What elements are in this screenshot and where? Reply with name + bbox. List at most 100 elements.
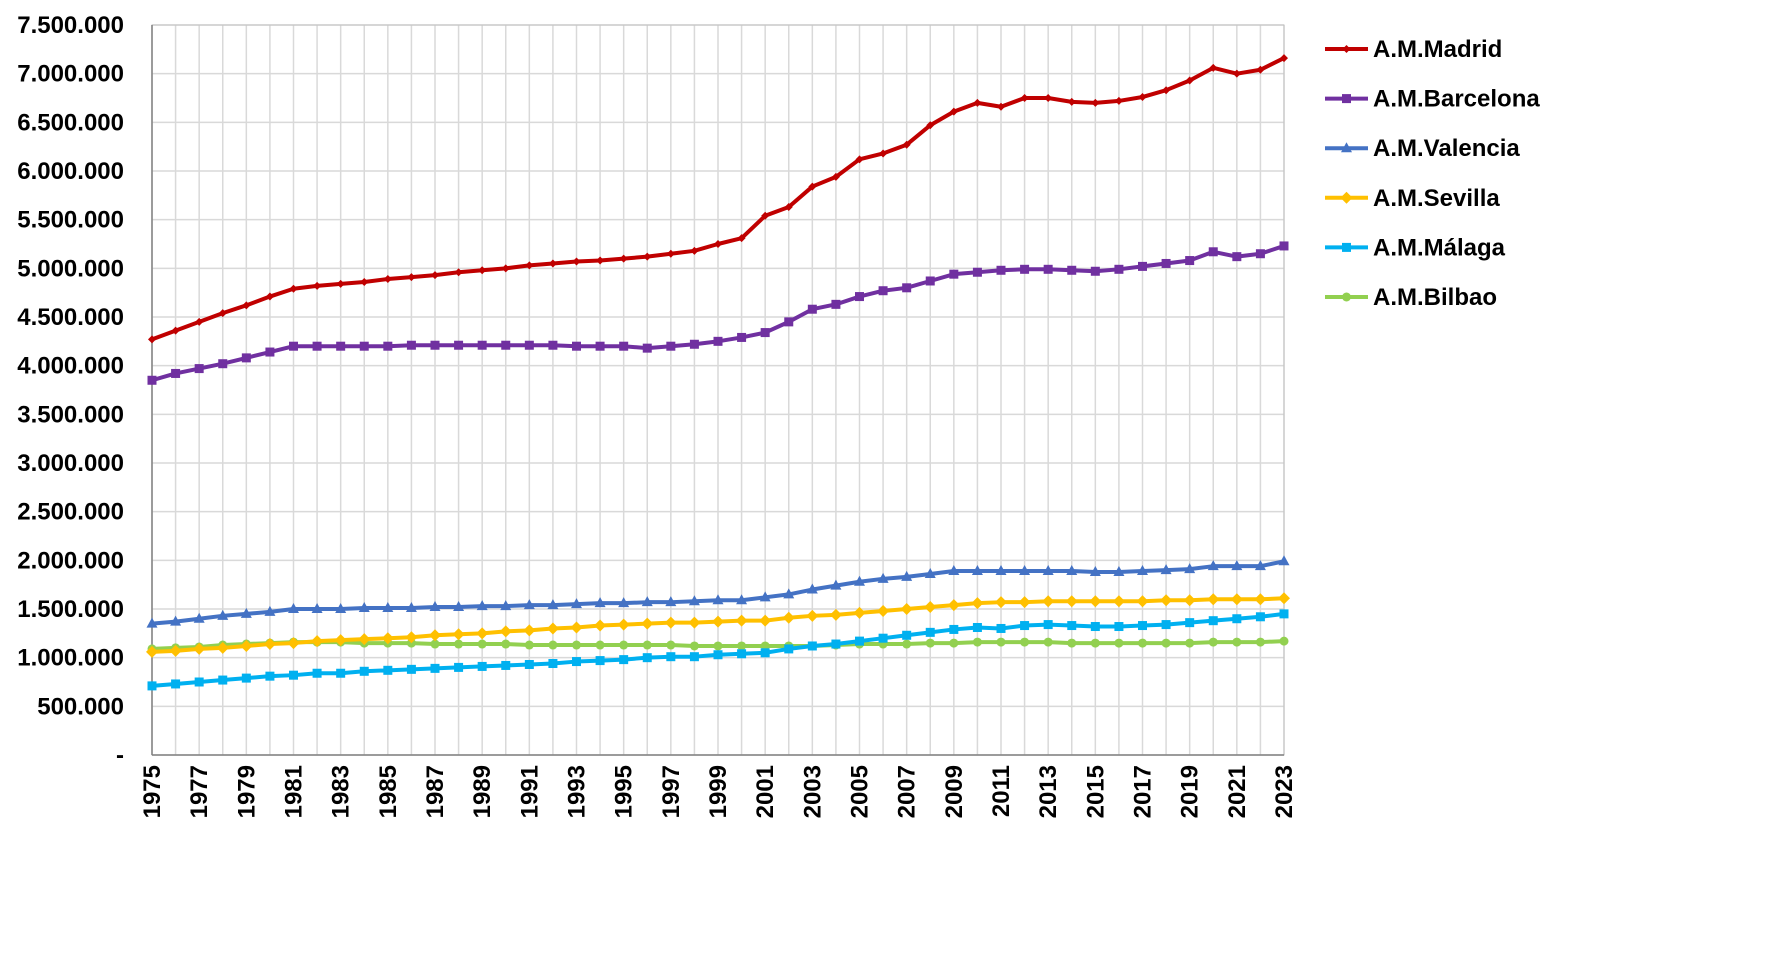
triangle-marker <box>783 588 795 599</box>
square-marker <box>265 671 275 681</box>
legend-label: A.M.Sevilla <box>1373 185 1500 212</box>
diamond-marker <box>1114 96 1123 105</box>
square-marker <box>760 648 770 658</box>
square-marker <box>619 341 629 351</box>
triangle-marker <box>665 596 677 607</box>
y-tick-label: 1.000.000 <box>17 645 124 672</box>
diamond-marker <box>454 268 463 277</box>
legend: A.M.Madrid A.M.Barcelona A.M.Valencia A.M.S… <box>1325 36 1540 311</box>
square-marker <box>1043 620 1053 630</box>
circle-marker <box>1043 637 1053 647</box>
diamond-marker <box>688 616 701 629</box>
diamond-marker <box>523 624 536 637</box>
square-marker <box>949 269 959 279</box>
triangle-marker <box>806 583 818 594</box>
x-tick-label: 2019 <box>1177 765 1204 818</box>
square-marker <box>524 659 534 669</box>
square-marker <box>359 666 369 676</box>
triangle-marker <box>759 591 771 602</box>
square-marker <box>218 675 228 685</box>
legend-label: A.M.Bilbao <box>1373 284 1497 311</box>
diamond-marker <box>1256 65 1265 74</box>
square-marker <box>595 341 605 351</box>
square-marker <box>878 633 888 643</box>
square-marker <box>1342 94 1351 104</box>
square-marker <box>241 673 251 683</box>
circle-marker <box>477 639 487 649</box>
diamond-marker <box>1042 595 1055 608</box>
x-tick-label: 2015 <box>1082 765 1109 818</box>
square-marker <box>524 340 534 350</box>
diamond-marker <box>877 604 890 617</box>
square-marker <box>972 622 982 632</box>
square-marker <box>1161 620 1171 630</box>
circle-marker <box>1185 638 1195 648</box>
square-marker <box>713 336 723 346</box>
x-tick-label: 1993 <box>564 765 591 818</box>
circle-marker <box>1020 637 1030 647</box>
triangle-marker <box>948 565 960 576</box>
circle-marker <box>1114 638 1124 648</box>
triangle-marker <box>1231 560 1243 571</box>
y-tick-label: 6.000.000 <box>17 158 124 185</box>
diamond-marker <box>383 275 392 284</box>
diamond-marker <box>784 203 793 212</box>
legend-item: A.M.Valencia <box>1325 135 1520 162</box>
square-marker <box>1232 252 1242 262</box>
square-marker <box>1090 622 1100 632</box>
diamond-marker <box>311 635 324 648</box>
triangle-marker <box>618 597 630 608</box>
triangle-marker <box>1254 560 1266 571</box>
y-tick-label: 4.000.000 <box>17 353 124 380</box>
x-tick-label: 2007 <box>894 765 921 818</box>
diamond-marker <box>1232 69 1241 78</box>
circle-marker <box>1232 637 1242 647</box>
square-marker <box>642 343 652 353</box>
diamond-marker <box>313 281 322 290</box>
triangle-marker <box>1160 564 1172 575</box>
diamond-marker <box>1209 63 1218 72</box>
diamond-marker <box>879 149 888 158</box>
diamond-marker <box>643 252 652 261</box>
diamond-marker <box>1065 595 1078 608</box>
circle-marker <box>1279 636 1289 646</box>
diamond-marker <box>193 642 206 655</box>
legend-item: A.M.Bilbao <box>1325 284 1497 311</box>
square-marker <box>831 639 841 649</box>
diamond-marker <box>900 603 913 615</box>
triangle-marker <box>476 600 488 611</box>
diamond-marker <box>1280 54 1288 63</box>
circle-marker <box>1342 292 1351 302</box>
triangle-marker <box>1137 565 1148 576</box>
square-marker <box>666 652 676 662</box>
square-marker <box>147 375 157 385</box>
legend-label: A.M.Málaga <box>1373 234 1506 261</box>
triangle-marker <box>854 575 865 586</box>
diamond-marker <box>218 309 227 318</box>
diamond-marker <box>501 264 510 273</box>
triangle-marker <box>688 595 700 606</box>
square-marker <box>1342 242 1351 252</box>
circle-marker <box>524 640 534 650</box>
triangle-marker <box>264 605 276 616</box>
diamond-marker <box>216 641 229 654</box>
series-a-m-valencia <box>146 555 1290 628</box>
square-marker <box>855 636 864 646</box>
triangle-marker <box>594 597 606 608</box>
diamond-marker <box>240 639 253 652</box>
legend-label: A.M.Valencia <box>1373 135 1520 162</box>
circle-marker <box>972 637 982 647</box>
diamond-marker <box>476 627 489 640</box>
x-tick-label: 2003 <box>799 765 826 818</box>
diamond-marker <box>761 211 770 220</box>
triangle-marker <box>924 567 936 578</box>
y-axis-tick-labels: - 500.000 1.000.000 1.500.000 2.000.000 2.500… <box>17 12 124 769</box>
triangle-marker <box>1113 566 1125 577</box>
square-marker <box>454 340 464 350</box>
square-marker <box>902 630 912 640</box>
diamond-marker <box>407 273 416 282</box>
diamond-marker <box>617 618 630 631</box>
square-marker <box>171 679 181 689</box>
diamond-marker <box>1185 76 1194 85</box>
triangle-marker <box>288 603 299 613</box>
